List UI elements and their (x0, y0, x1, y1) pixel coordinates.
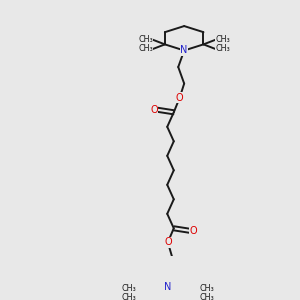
Text: CH₃: CH₃ (215, 44, 230, 53)
Text: N: N (164, 282, 172, 292)
Text: O: O (164, 237, 172, 247)
Text: CH₃: CH₃ (199, 293, 214, 300)
Text: CH₃: CH₃ (215, 35, 230, 44)
Text: N: N (164, 282, 172, 292)
Text: CH₃: CH₃ (122, 284, 136, 293)
Text: N: N (181, 46, 188, 56)
Text: O: O (190, 226, 197, 236)
Text: CH₃: CH₃ (138, 35, 153, 44)
Text: CH₃: CH₃ (199, 284, 214, 293)
Text: CH₃: CH₃ (138, 44, 153, 53)
Text: O: O (150, 105, 158, 115)
Text: O: O (176, 92, 184, 103)
Text: CH₃: CH₃ (122, 293, 136, 300)
